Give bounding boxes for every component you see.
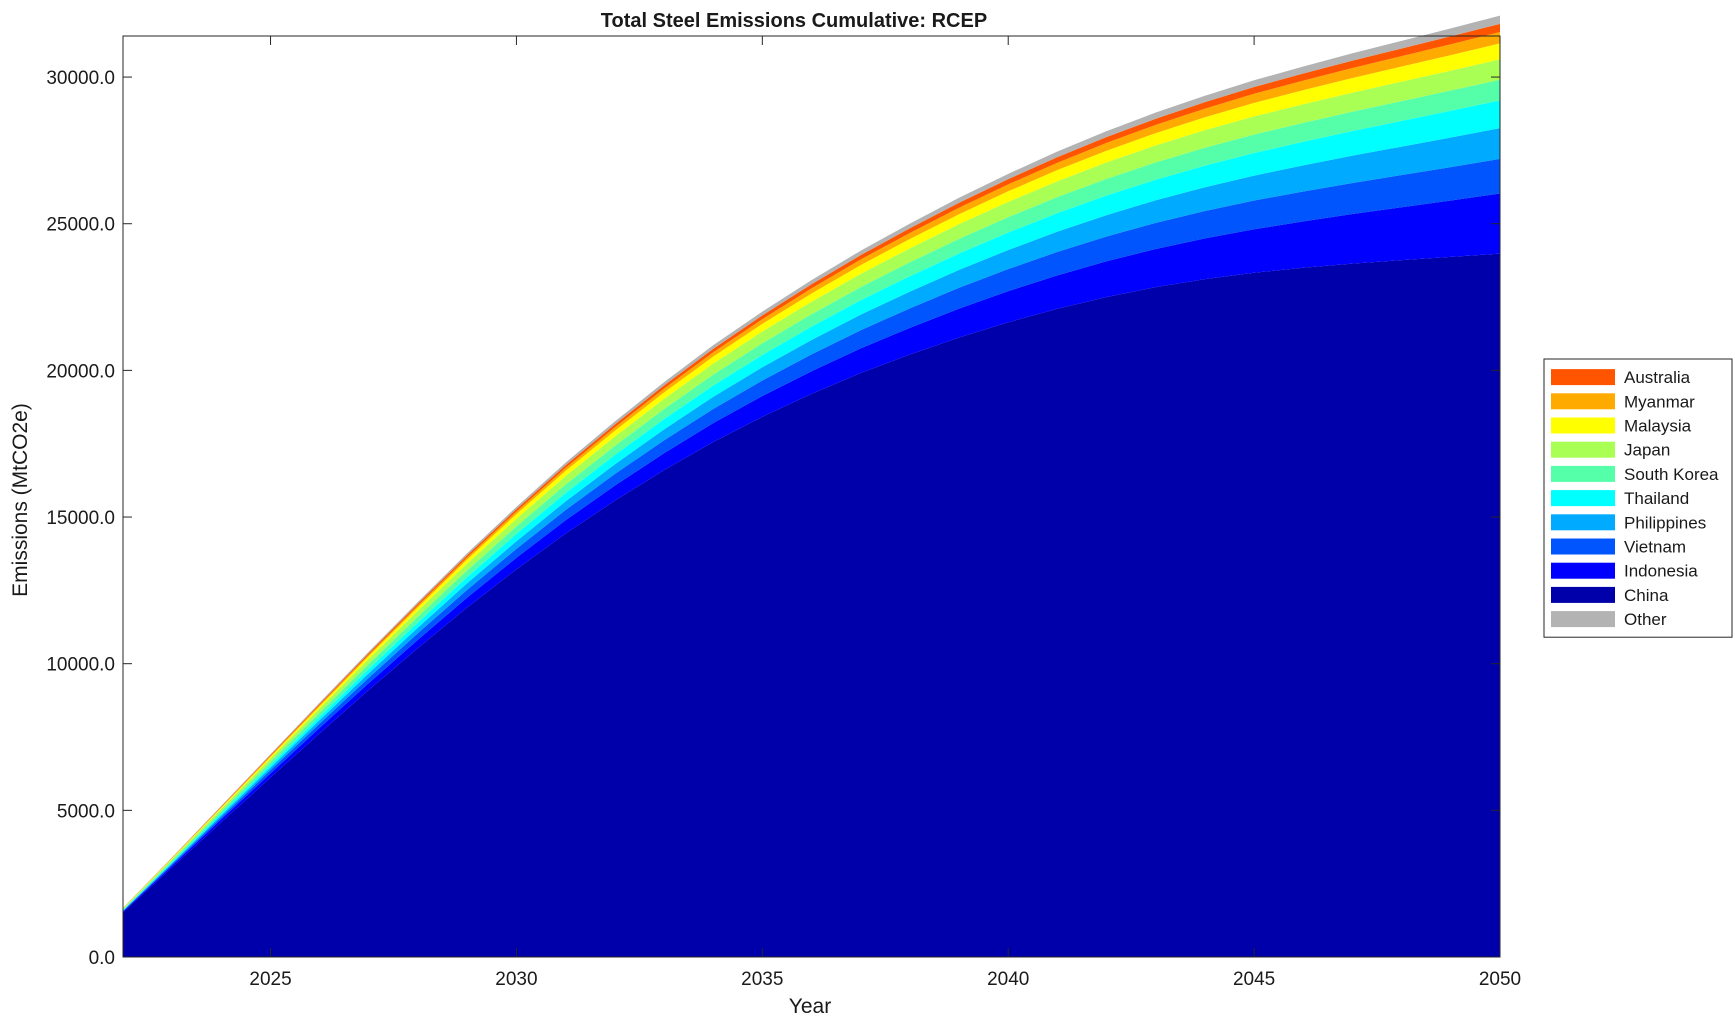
x-tick-label: 2050 [1479, 969, 1521, 990]
legend-label-japan: Japan [1624, 441, 1670, 460]
x-tick-label: 2035 [741, 969, 783, 990]
chart-title: Total Steel Emissions Cumulative: RCEP [601, 10, 987, 32]
x-tick-label: 2025 [249, 969, 291, 990]
x-axis-label: Year [789, 995, 831, 1018]
legend-label-vietnam: Vietnam [1624, 538, 1686, 557]
y-tick-label: 25000.0 [46, 215, 115, 236]
legend-swatch-china [1551, 586, 1615, 603]
y-tick-label: 0.0 [89, 948, 115, 969]
legend-label-other: Other [1624, 610, 1667, 629]
y-axis: 0.0 5000.0 10000.0 15000.0 20000.0 25000.0 300… [46, 68, 1500, 969]
legend-label-australia: Australia [1624, 368, 1691, 387]
legend-label-indonesia: Indonesia [1624, 562, 1698, 581]
legend-swatch-japan [1551, 441, 1615, 458]
y-axis-label: Emissions (MtCO2e) [9, 403, 32, 597]
legend-swatch-australia [1551, 369, 1615, 386]
x-tick-label: 2030 [495, 969, 537, 990]
legend-label-thailand: Thailand [1624, 489, 1689, 508]
y-tick-label: 10000.0 [46, 655, 115, 676]
legend-swatch-malaysia [1551, 417, 1615, 434]
legend-swatch-philippines [1551, 514, 1615, 531]
legend-label-china: China [1624, 586, 1669, 605]
y-tick-label: 20000.0 [46, 361, 115, 382]
area-series-group [123, 15, 1500, 957]
legend-label-malaysia: Malaysia [1624, 417, 1692, 436]
legend-swatch-south-korea [1551, 465, 1615, 482]
legend-label-myanmar: Myanmar [1624, 392, 1695, 411]
legend-label-south-korea: South Korea [1624, 465, 1719, 484]
legend: Australia Myanmar Malaysia Japan South Korea… [1543, 358, 1733, 638]
x-axis: 2025 2030 2035 2040 2045 2050 [249, 36, 1521, 990]
legend-swatch-indonesia [1551, 562, 1615, 579]
plot-frame [122, 35, 1501, 958]
y-tick-label: 15000.0 [46, 508, 115, 529]
area-china [123, 253, 1500, 957]
x-tick-label: 2040 [987, 969, 1029, 990]
y-tick-label: 30000.0 [46, 68, 115, 89]
legend-swatch-other [1551, 611, 1615, 628]
x-tick-label: 2045 [1233, 969, 1275, 990]
legend-swatch-vietnam [1551, 538, 1615, 555]
legend-swatch-myanmar [1551, 393, 1615, 410]
legend-swatch-thailand [1551, 490, 1615, 507]
y-tick-label: 5000.0 [57, 801, 115, 822]
legend-label-philippines: Philippines [1624, 513, 1706, 532]
